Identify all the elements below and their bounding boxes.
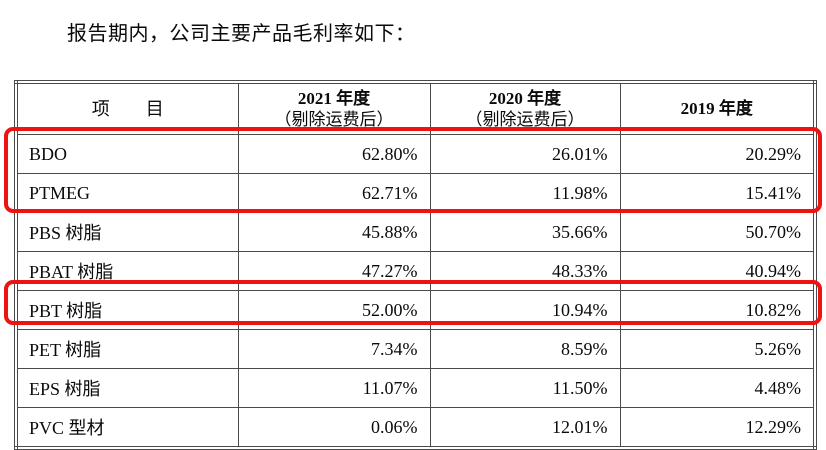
col-header-2021-subtitle: （剔除运费后） bbox=[274, 110, 394, 129]
item-cell: EPS 树脂 bbox=[15, 368, 239, 408]
value-cell-2019: 4.48% bbox=[619, 368, 816, 408]
value-cell-2021: 62.80% bbox=[237, 134, 431, 174]
col-header-2019: 2019 年度 bbox=[619, 81, 816, 135]
value-cell-2021: 0.06% bbox=[237, 407, 431, 449]
table-row-pet: PET 树脂 7.34% 8.59% 5.26% bbox=[15, 329, 816, 369]
value-cell-2019: 15.41% bbox=[619, 173, 816, 213]
value-cell-2020: 8.59% bbox=[429, 329, 621, 369]
value-cell-2020: 48.33% bbox=[429, 251, 621, 291]
intro-paragraph: 报告期内，公司主要产品毛利率如下： bbox=[67, 23, 416, 45]
col-header-2021-title: 2021 年度 bbox=[297, 88, 371, 108]
value-cell-2019: 5.26% bbox=[619, 329, 816, 369]
table-row-bdo: BDO 62.80% 26.01% 20.29% bbox=[15, 134, 816, 174]
value-cell-2021: 11.07% bbox=[237, 368, 431, 408]
header-row: 项 目 2021 年度 （剔除运费后） 2020 年度 （剔除运费后） 2019… bbox=[15, 81, 816, 135]
value-cell-2019: 50.70% bbox=[619, 212, 816, 252]
value-cell-2020: 35.66% bbox=[429, 212, 621, 252]
table-row-pbs: PBS 树脂 45.88% 35.66% 50.70% bbox=[15, 212, 816, 252]
highlight-box-pbt bbox=[4, 280, 822, 325]
highlight-box-bdo-ptmeg bbox=[4, 127, 822, 213]
item-cell: PTMEG bbox=[15, 173, 239, 213]
col-header-2020-subtitle: （剔除运费后） bbox=[465, 110, 585, 129]
value-cell-2021: 47.27% bbox=[237, 251, 431, 291]
col-header-item: 项 目 bbox=[15, 81, 239, 135]
value-cell-2021: 7.34% bbox=[237, 329, 431, 369]
table-row-pvc: PVC 型材 0.06% 12.01% 12.29% bbox=[15, 407, 816, 449]
item-cell: PET 树脂 bbox=[15, 329, 239, 369]
item-cell: PBS 树脂 bbox=[15, 212, 239, 252]
value-cell-2019: 12.29% bbox=[619, 407, 816, 449]
table-row-eps: EPS 树脂 11.07% 11.50% 4.48% bbox=[15, 368, 816, 408]
value-cell-2020: 11.98% bbox=[429, 173, 621, 213]
col-header-2019-title: 2019 年度 bbox=[680, 99, 753, 119]
item-cell: BDO bbox=[15, 134, 239, 174]
col-header-2020-title: 2020 年度 bbox=[488, 88, 562, 108]
value-cell-2021: 45.88% bbox=[237, 212, 431, 252]
table-row-ptmeg: PTMEG 62.71% 11.98% 15.41% bbox=[15, 173, 816, 213]
value-cell-2020: 26.01% bbox=[429, 134, 621, 174]
col-header-item-title: 项 目 bbox=[91, 98, 164, 119]
col-header-2021: 2021 年度 （剔除运费后） bbox=[237, 81, 431, 135]
value-cell-2020: 11.50% bbox=[429, 368, 621, 408]
value-cell-2020: 12.01% bbox=[429, 407, 621, 449]
value-cell-2019: 20.29% bbox=[619, 134, 816, 174]
item-cell: PVC 型材 bbox=[15, 407, 239, 449]
